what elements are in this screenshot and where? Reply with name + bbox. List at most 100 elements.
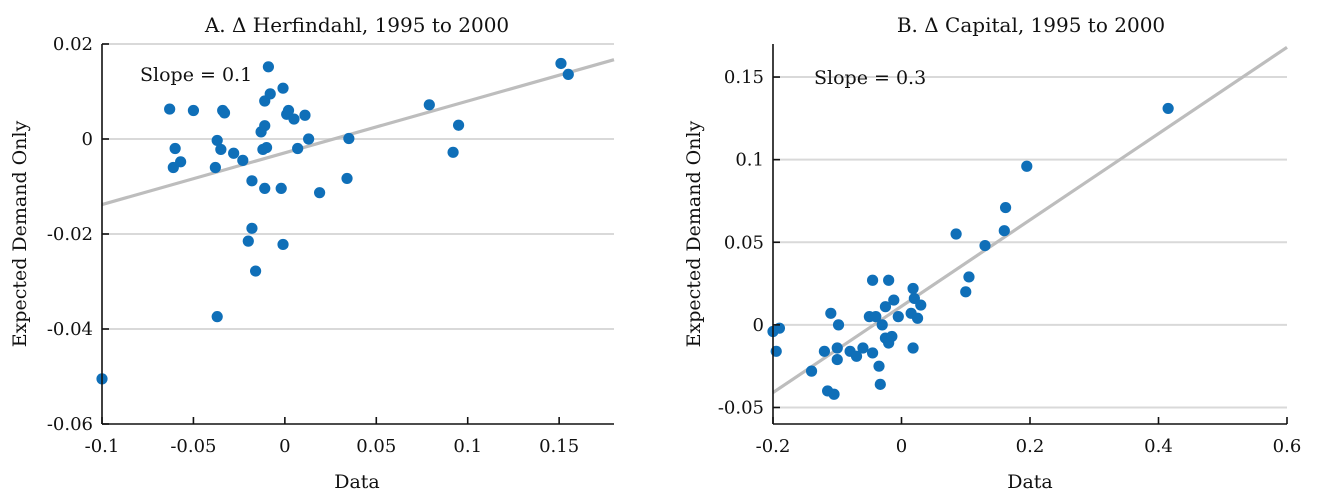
panel-a-data-point [259,182,271,194]
panel-b-data-point [892,311,904,323]
panel-b-x-tick-labels: -0.2 0 0.2 0.4 0.6 [756,436,1302,457]
panel-a-axes [101,43,614,425]
panel-b-data-point [883,274,895,286]
panel-b-data-point [963,271,975,283]
panel-b-data-point [1021,160,1033,172]
panel-b-data-point [960,286,972,298]
panel-a-data-point [314,187,326,199]
panel-a-data-point [343,132,355,145]
panel-a-slope-annotation: Slope = 0.1 [140,64,252,86]
panel-b-x-tick-label: -0.2 [756,436,791,457]
panel-b: B. Δ Capital, 1995 to 2000 -0.05 0 0.05 0.1… [683,13,1301,493]
panel-b-data-point [866,347,879,359]
panel-b-y-tick-label: 0.05 [724,232,764,253]
panel-a-x-tick-label: -0.1 [85,436,120,457]
panel-b-grid [773,76,1287,409]
panel-a-x-tick-label: 0 [279,436,290,457]
panel-a-data-point [341,172,353,185]
panel-b-data-point [805,365,818,377]
panel-b-y-axis-label: Expected Demand Only [683,120,705,347]
panel-a-data-point [167,161,179,174]
panel-b-data-point [873,360,885,372]
panel-b-y-tick-label: 0.1 [735,150,764,171]
panel-a-data-point [242,235,254,247]
panel-a-data-point [209,161,221,174]
panel-a-data-point [164,103,176,115]
panel-b-data-point [879,301,892,313]
panel-b-x-tick-label: 0 [896,436,907,457]
panel-a-x-axis-label: Data [334,471,380,493]
panel-b-slope-annotation: Slope = 0.3 [814,67,926,89]
panel-a-data-point [264,88,276,100]
panel-a-data-point [187,104,200,117]
panel-a-y-tick-label: -0.02 [47,224,93,245]
panel-b-data-point [979,239,991,252]
panel-b-data-point [911,312,924,324]
panel-b-data-point [831,353,843,366]
panel-b-data-point [888,294,900,306]
panel-b-data-point [876,319,888,331]
panel-b-x-tick-label: 0.2 [1016,436,1045,457]
panel-a-data-point [211,311,223,323]
panel-a-title: A. Δ Herfindahl, 1995 to 2000 [204,13,509,37]
panel-b-data-point [857,342,869,354]
panel-a-data-point [275,182,287,194]
panel-a-y-tick-labels: -0.06 -0.04 -0.02 0 0.02 [47,34,93,435]
panel-a-y-tick-label: -0.04 [47,319,93,340]
panel-a-data-point [211,134,223,147]
panel-b-points [767,102,1174,400]
panel-a-data-point [246,175,258,187]
panel-a-data-point [447,146,459,158]
panel-a-data-point [218,107,231,119]
panel-a-data-point [452,119,465,131]
panel-b-data-point [825,307,837,319]
panel-a-x-tick-labels: -0.1 -0.05 0 0.05 0.1 0.15 [85,436,580,457]
panel-a-data-point [169,142,181,155]
panel-a-data-point [228,147,240,159]
panel-b-y-tick-label: 0 [753,315,764,336]
panel-b-data-point [907,342,919,354]
panel-a-x-tick-label: -0.05 [170,436,216,457]
panel-b-y-tick-labels: -0.05 0 0.05 0.1 0.15 [718,67,764,418]
panel-b-y-tick-label: -0.05 [718,397,764,418]
panel-b-axes [772,44,1288,425]
panel-a-data-point [262,61,274,73]
panel-b-data-point [850,350,863,362]
panel-b-data-point [1162,102,1174,115]
panel-b-data-point [907,282,919,295]
panel-b-title: B. Δ Capital, 1995 to 2000 [897,13,1165,37]
panel-a-data-point [277,238,289,251]
panel-a-data-point [259,120,271,132]
panel-b-x-tick-label: 0.4 [1144,436,1173,457]
panel-b-data-point [866,274,879,286]
panel-a-data-point [250,265,262,277]
panel-a-x-tick-label: 0.1 [453,436,482,457]
panel-a-data-point [299,109,311,121]
panel-a-data-point [215,143,227,156]
panel-a-data-point [282,104,295,117]
panel-a-data-point [555,57,567,70]
panel-b-fit-line [772,45,1288,394]
panel-a-x-tick-label: 0.05 [356,436,396,457]
panel-a-data-point [260,141,273,154]
panel-b-data-point [950,228,962,240]
panel-b-data-point [828,388,840,400]
panel-b-data-point [874,378,886,390]
panel-a-data-point [423,99,435,111]
panel-a-data-point [562,68,574,80]
panel-b-data-point [998,225,1010,237]
panel-b-data-point [818,345,831,357]
panel-a: A. Δ Herfindahl, 1995 to 2000 -0.06 -0.04… [9,13,615,493]
panel-a-y-tick-label: 0.02 [53,34,93,55]
panel-b-y-tick-label: 0.15 [724,67,764,88]
panel-a-data-point [292,142,304,155]
panel-b-x-axis-label: Data [1007,471,1053,493]
panel-a-data-point [288,113,300,125]
panel-a-y-axis-label: Expected Demand Only [9,120,31,347]
panel-a-y-tick-label: 0 [82,129,93,150]
panel-b-data-point [831,342,843,354]
panel-b-data-point [886,330,898,343]
panel-b-data-point [832,319,845,331]
panel-b-x-tick-label: 0.6 [1273,436,1302,457]
